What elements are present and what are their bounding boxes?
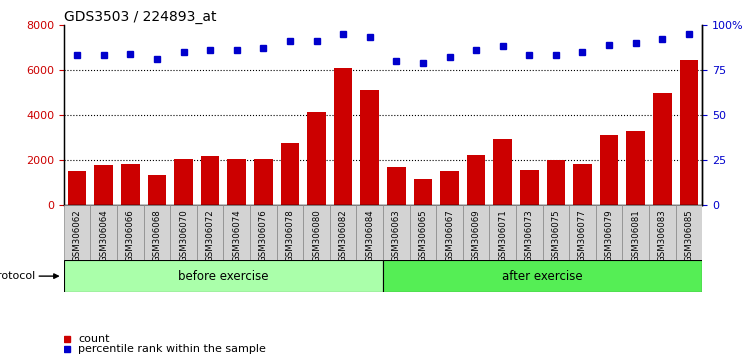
Bar (276, 205, 303, 260)
Bar (653, 93, 671, 205)
Bar (573, 164, 592, 205)
Bar (463, 205, 490, 260)
Bar (680, 61, 698, 205)
Text: GSM306067: GSM306067 (445, 210, 454, 262)
Bar (90, 205, 117, 260)
Bar (228, 159, 246, 205)
Bar (224, 205, 250, 260)
Bar (516, 205, 543, 260)
Bar (201, 156, 219, 205)
Text: GSM306076: GSM306076 (259, 210, 268, 262)
Bar (626, 131, 645, 205)
Bar (303, 205, 330, 260)
Bar (174, 159, 193, 205)
Text: GSM306085: GSM306085 (684, 210, 693, 262)
Text: GSM306065: GSM306065 (418, 210, 427, 262)
Bar (197, 205, 224, 260)
Bar (357, 205, 383, 260)
Bar (520, 170, 538, 205)
Text: after exercise: after exercise (502, 270, 583, 282)
Text: GSM306072: GSM306072 (206, 210, 215, 262)
Bar (436, 205, 463, 260)
Bar (64, 205, 90, 260)
Text: GSM306069: GSM306069 (472, 210, 481, 262)
Bar (387, 167, 406, 205)
Text: GSM306083: GSM306083 (658, 210, 667, 262)
Bar (676, 205, 702, 260)
Text: GDS3503 / 224893_at: GDS3503 / 224893_at (64, 10, 216, 24)
Bar (569, 205, 596, 260)
Bar (148, 175, 166, 205)
Bar (250, 205, 276, 260)
Text: GSM306081: GSM306081 (631, 210, 640, 262)
Bar (623, 205, 649, 260)
Bar (543, 205, 569, 260)
Bar (547, 160, 566, 205)
Text: GSM306064: GSM306064 (99, 210, 108, 262)
Text: GSM306078: GSM306078 (285, 210, 294, 262)
Bar (254, 159, 273, 205)
Bar (493, 138, 512, 205)
Bar (68, 171, 86, 205)
Bar (143, 205, 170, 260)
Text: GSM306075: GSM306075 (551, 210, 560, 262)
Text: GSM306062: GSM306062 (73, 210, 82, 262)
Text: GSM306074: GSM306074 (232, 210, 241, 262)
Bar (170, 205, 197, 260)
Bar (64, 260, 383, 292)
Text: GSM306066: GSM306066 (126, 210, 135, 262)
Text: GSM306084: GSM306084 (365, 210, 374, 262)
Bar (383, 205, 409, 260)
Bar (121, 164, 140, 205)
Bar (649, 205, 676, 260)
Bar (600, 135, 618, 205)
Text: GSM306070: GSM306070 (179, 210, 188, 262)
Text: GSM306073: GSM306073 (525, 210, 534, 262)
Text: GSM306071: GSM306071 (498, 210, 507, 262)
Text: GSM306077: GSM306077 (578, 210, 587, 262)
Bar (307, 112, 326, 205)
Text: before exercise: before exercise (178, 270, 269, 282)
Bar (281, 143, 299, 205)
Text: protocol: protocol (0, 271, 35, 281)
Bar (596, 205, 623, 260)
Bar (383, 260, 702, 292)
Text: count: count (78, 334, 110, 344)
Text: GSM306079: GSM306079 (605, 210, 614, 262)
Bar (414, 179, 433, 205)
Bar (95, 165, 113, 205)
Bar (330, 205, 357, 260)
Bar (117, 205, 143, 260)
Text: percentile rank within the sample: percentile rank within the sample (78, 344, 266, 354)
Bar (409, 205, 436, 260)
Text: GSM306063: GSM306063 (392, 210, 401, 262)
Text: GSM306082: GSM306082 (339, 210, 348, 262)
Bar (467, 155, 485, 205)
Bar (360, 90, 379, 205)
Bar (490, 205, 516, 260)
Bar (333, 68, 352, 205)
Bar (440, 171, 459, 205)
Text: GSM306080: GSM306080 (312, 210, 321, 262)
Text: GSM306068: GSM306068 (152, 210, 161, 262)
